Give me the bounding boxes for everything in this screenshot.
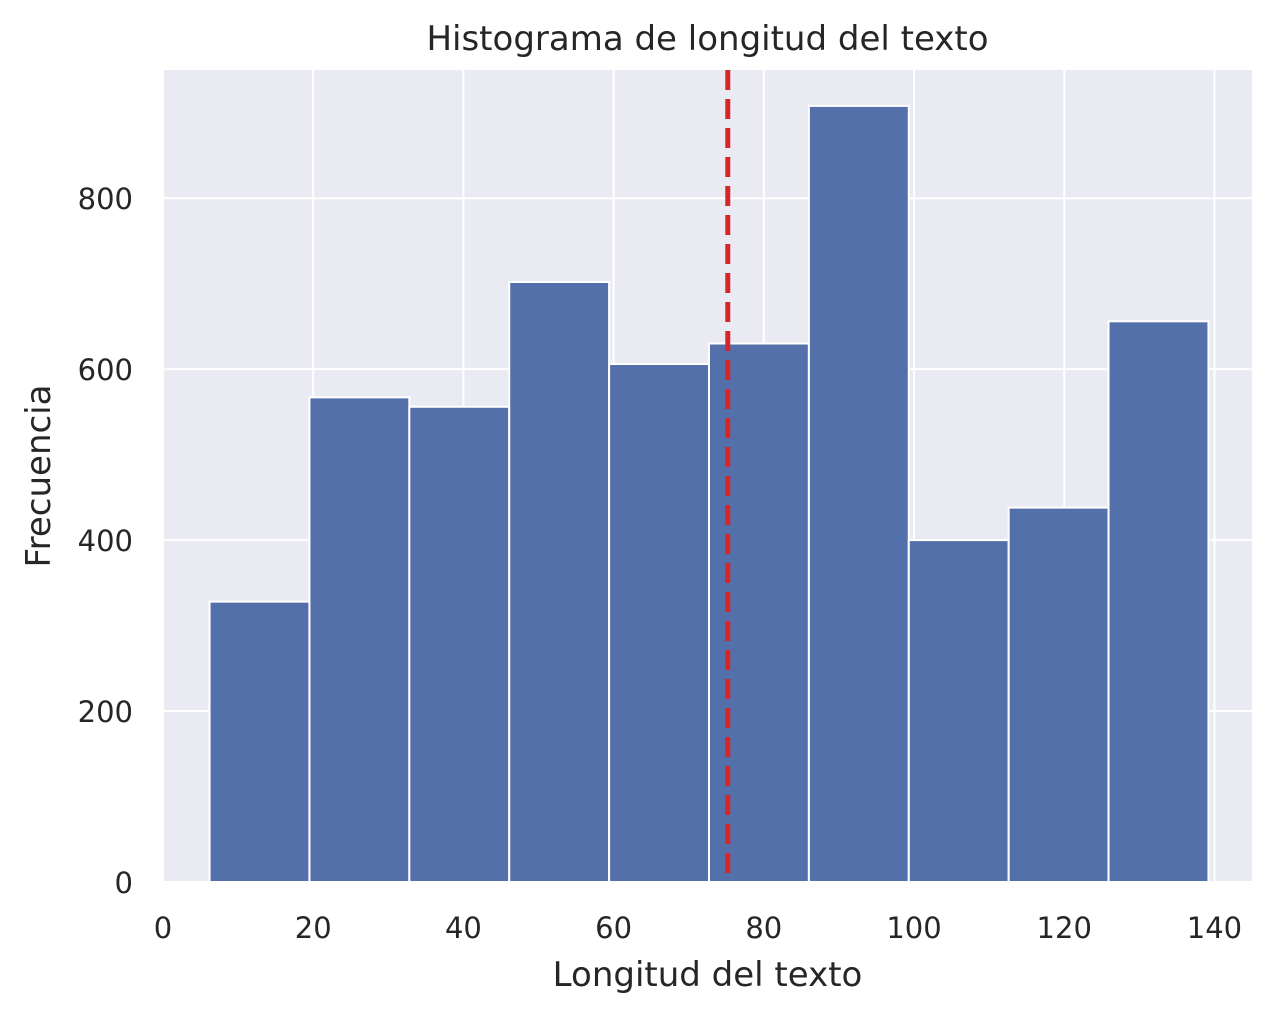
x-tick-label: 20	[295, 911, 332, 945]
histogram-bar	[708, 342, 810, 883]
x-axis-ticks: 0 20 40 60 80 100 120 140	[154, 911, 1242, 945]
x-tick-label: 60	[595, 911, 632, 945]
histogram-bar	[907, 539, 1010, 884]
histogram-bar	[1107, 320, 1210, 884]
histogram-bar	[508, 280, 611, 883]
histogram-bar	[408, 405, 511, 883]
x-tick-label: 40	[445, 911, 482, 945]
y-tick-label: 200	[78, 695, 133, 729]
histogram-bar	[308, 396, 411, 883]
x-tick-label: 100	[886, 911, 941, 945]
x-tick-label: 120	[1037, 911, 1092, 945]
y-axis-ticks: 0 200 400 600 800	[78, 182, 133, 900]
y-tick-label: 800	[78, 182, 133, 216]
histogram-bar	[1007, 506, 1110, 883]
x-tick-label: 0	[154, 911, 172, 945]
y-axis-label: Frecuencia	[19, 385, 59, 568]
histogram-bar	[208, 600, 311, 883]
y-tick-label: 600	[78, 353, 133, 387]
y-tick-label: 400	[78, 524, 133, 558]
x-tick-label: 80	[745, 911, 782, 945]
x-tick-label: 140	[1187, 911, 1242, 945]
histogram-bar	[807, 104, 910, 884]
histogram-bar	[608, 363, 711, 883]
y-tick-label: 0	[115, 866, 133, 900]
x-axis-label: Longitud del texto	[553, 955, 863, 995]
chart-title: Histograma de longitud del texto	[426, 19, 988, 59]
